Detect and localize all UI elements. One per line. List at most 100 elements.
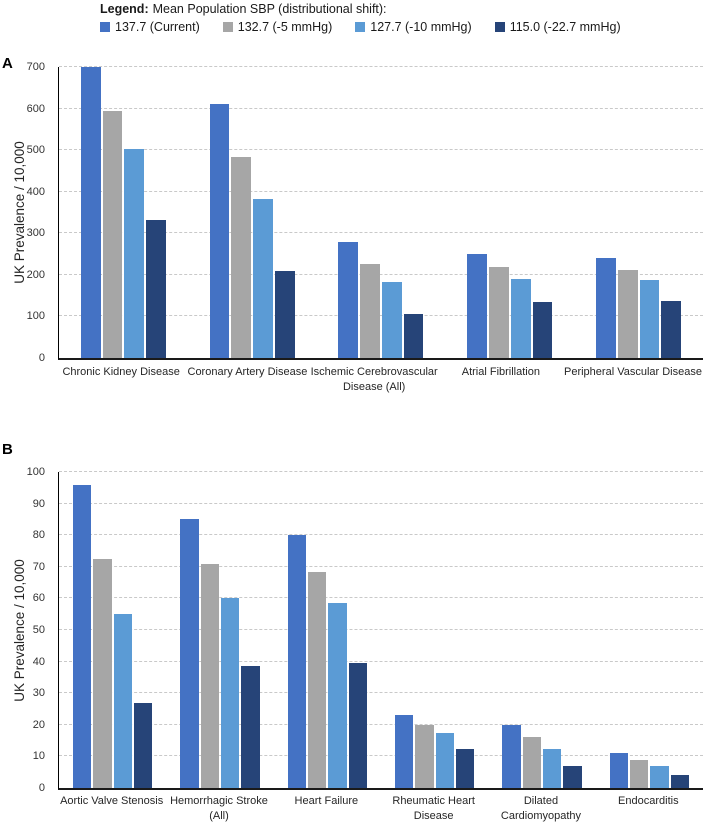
bar bbox=[394, 715, 414, 788]
bars bbox=[467, 67, 553, 358]
plot-area: 0 100 200 300 400 500 600 700 bbox=[27, 61, 703, 364]
panel-b: B UK Prevalence / 10,000 0 10 20 30 40 50 60 70… bbox=[0, 430, 709, 824]
y-tick-label: 100 bbox=[26, 310, 45, 323]
gridline bbox=[59, 66, 703, 67]
bar bbox=[435, 732, 455, 788]
y-tick-label: 60 bbox=[32, 592, 45, 605]
y-tick-label: 50 bbox=[32, 624, 45, 636]
gridline bbox=[59, 315, 703, 317]
bar bbox=[102, 111, 123, 358]
bar bbox=[221, 598, 240, 788]
y-tick-label: 40 bbox=[32, 655, 45, 668]
y-tick-label: 0 bbox=[38, 352, 45, 364]
legend-label: 137.7 (Current) bbox=[115, 20, 200, 34]
legend-item: 137.7 (Current) bbox=[100, 20, 200, 34]
bar bbox=[670, 775, 690, 788]
bar-group bbox=[445, 67, 574, 358]
x-category-label: Heart Failure bbox=[294, 795, 359, 807]
bars bbox=[72, 472, 153, 788]
bars bbox=[596, 67, 682, 358]
gridlines bbox=[59, 66, 703, 358]
bars bbox=[609, 472, 690, 788]
bar bbox=[274, 270, 295, 358]
bar bbox=[381, 281, 402, 358]
bar bbox=[661, 301, 682, 358]
legend: Legend: Mean Population SBP (distribution… bbox=[100, 2, 621, 34]
bar bbox=[348, 663, 368, 788]
gridline bbox=[59, 660, 703, 662]
y-tick-label: 700 bbox=[26, 61, 45, 73]
bar bbox=[609, 753, 628, 788]
legend-label: 115.0 (-22.7 mmHg) bbox=[509, 20, 621, 34]
bar bbox=[502, 724, 521, 788]
gridline bbox=[59, 273, 703, 275]
y-tick-label: 70 bbox=[32, 560, 45, 573]
bar bbox=[467, 254, 488, 358]
bar bbox=[415, 724, 434, 788]
bar-group bbox=[574, 67, 703, 358]
bar bbox=[241, 666, 260, 788]
bar bbox=[617, 269, 638, 358]
gridline bbox=[59, 149, 703, 151]
bar-group bbox=[317, 67, 446, 358]
x-category-label: Chronic Kidney Disease bbox=[62, 366, 180, 378]
bars bbox=[180, 472, 260, 788]
gridline bbox=[59, 534, 703, 536]
gridline bbox=[59, 471, 703, 472]
legend-item: 132.7 (-5 mmHg) bbox=[222, 20, 333, 34]
y-tick-label: 300 bbox=[26, 227, 45, 240]
y-tick-label: 80 bbox=[32, 529, 45, 542]
y-tick-label: 400 bbox=[26, 185, 45, 198]
y-tick-label: 0 bbox=[38, 782, 45, 794]
bar bbox=[360, 263, 380, 358]
x-category-label: Peripheral Vascular Disease bbox=[564, 366, 702, 378]
x-category-label: Ischemic Cerebrovascular Disease (All) bbox=[310, 366, 438, 394]
bar bbox=[124, 148, 145, 358]
bar bbox=[80, 67, 101, 358]
bar bbox=[209, 103, 230, 358]
bar bbox=[180, 519, 199, 788]
y-tick-label: 30 bbox=[32, 687, 45, 700]
bar bbox=[72, 484, 92, 788]
bar bbox=[113, 614, 133, 788]
bar bbox=[134, 702, 153, 788]
x-axis-labels: Chronic Kidney Disease Coronary Artery Di… bbox=[58, 365, 702, 396]
y-tick-label: 200 bbox=[26, 268, 45, 281]
bar bbox=[563, 765, 582, 788]
bar bbox=[146, 220, 166, 358]
legend-title-text: Mean Population SBP (distributional shif… bbox=[152, 2, 387, 16]
legend-item: 127.7 (-10 mmHg) bbox=[355, 20, 472, 34]
legend-label: 132.7 (-5 mmHg) bbox=[237, 20, 333, 34]
x-category-label: Atrial Fibrillation bbox=[461, 366, 540, 378]
bar bbox=[328, 603, 347, 788]
gridline bbox=[59, 597, 703, 599]
x-category-label: Aortic Valve Stenosis bbox=[60, 795, 164, 807]
bar bbox=[200, 563, 219, 788]
gridline bbox=[59, 565, 703, 567]
x-category-label: Coronary Artery Disease bbox=[187, 366, 308, 378]
bar bbox=[489, 266, 509, 358]
bar-group bbox=[59, 472, 166, 788]
gridline bbox=[59, 692, 703, 694]
bar bbox=[629, 759, 649, 788]
bar bbox=[639, 280, 660, 358]
x-category-label: Endocarditis bbox=[618, 795, 679, 807]
bar-group bbox=[488, 472, 595, 788]
legend-swatch-icon bbox=[100, 22, 110, 32]
y-tick-label: 20 bbox=[32, 718, 45, 731]
bars bbox=[502, 472, 582, 788]
legend-items: 137.7 (Current) 132.7 (-5 mmHg) 127.7 (-10… bbox=[100, 20, 621, 34]
gridline bbox=[59, 755, 703, 757]
bar-group bbox=[381, 472, 488, 788]
legend-item: 115.0 (-22.7 mmHg) bbox=[494, 20, 621, 34]
y-tick-label: 600 bbox=[26, 102, 45, 115]
bar bbox=[338, 241, 359, 358]
bar bbox=[403, 313, 424, 358]
bar bbox=[522, 737, 541, 788]
bars bbox=[287, 472, 368, 788]
y-tick-label: 100 bbox=[26, 466, 45, 478]
gridline bbox=[59, 502, 703, 504]
bar-group bbox=[59, 67, 188, 358]
bars bbox=[338, 67, 424, 358]
bar bbox=[93, 558, 112, 788]
